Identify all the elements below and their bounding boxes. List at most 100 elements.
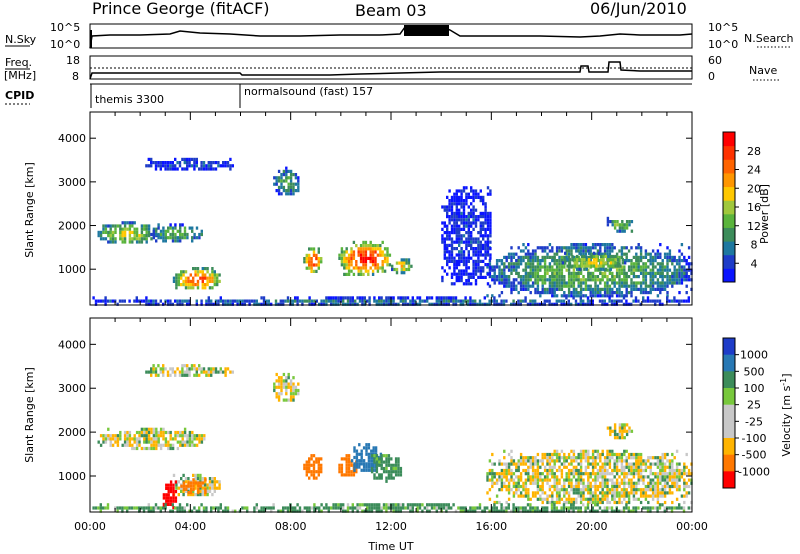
colorbar-swatch <box>723 254 735 269</box>
data-cell <box>196 286 200 290</box>
data-cell <box>199 276 202 280</box>
data-cell <box>387 302 390 306</box>
data-cell <box>651 484 655 489</box>
data-cell <box>206 489 209 493</box>
data-cell <box>522 275 525 279</box>
data-cell <box>342 506 345 510</box>
data-cell <box>584 509 587 513</box>
data-cell <box>488 275 492 279</box>
data-cell <box>138 299 141 303</box>
data-cell <box>637 281 640 285</box>
data-cell <box>517 265 520 269</box>
data-cell <box>600 254 603 259</box>
data-cell <box>207 373 210 377</box>
nsearch-label: N.Search <box>744 32 794 45</box>
data-cell <box>312 470 316 474</box>
data-cell <box>600 258 603 262</box>
data-cell <box>517 246 520 250</box>
data-cell <box>531 478 535 482</box>
data-cell <box>500 299 503 303</box>
data-cell <box>608 491 612 495</box>
data-cell <box>169 367 172 371</box>
freq-tick-top: 18 <box>66 54 80 67</box>
colorbar-frame <box>722 337 736 489</box>
data-cell <box>200 229 203 233</box>
data-cell <box>107 224 110 228</box>
data-cell <box>611 287 614 291</box>
data-cell <box>498 281 501 285</box>
data-cell <box>465 221 468 225</box>
data-cell <box>284 506 287 510</box>
data-cell <box>154 164 158 168</box>
data-cell <box>623 265 626 269</box>
data-cell <box>352 473 356 477</box>
data-cell <box>446 234 449 238</box>
data-cell <box>356 509 359 513</box>
data-cell <box>133 446 136 451</box>
data-cell <box>364 256 368 260</box>
data-cell <box>214 299 218 303</box>
data-cell <box>610 509 614 513</box>
data-cell <box>531 281 535 285</box>
data-cell <box>601 449 604 453</box>
data-cell <box>374 256 377 260</box>
data-cell <box>435 503 438 507</box>
data-cell <box>515 488 518 492</box>
data-cell <box>395 267 399 272</box>
data-cell <box>183 430 187 435</box>
data-cell <box>507 452 511 457</box>
data-cell <box>486 294 489 298</box>
data-cell <box>394 466 398 471</box>
data-cell <box>102 434 105 438</box>
data-cell <box>587 481 590 485</box>
data-cell <box>484 256 487 260</box>
data-cell <box>476 302 479 306</box>
data-cell <box>152 299 155 303</box>
data-cell <box>285 166 288 170</box>
data-cell <box>486 282 490 286</box>
data-cell <box>574 299 578 303</box>
data-cell <box>483 506 486 510</box>
x-tick-label: 08:00 <box>275 520 307 533</box>
data-cell <box>635 246 638 250</box>
data-cell <box>421 299 424 303</box>
data-cell <box>282 173 286 177</box>
data-cell <box>157 506 160 510</box>
data-cell <box>289 169 293 173</box>
data-cell <box>659 478 662 482</box>
data-cell <box>128 443 132 447</box>
data-cell <box>608 271 612 275</box>
data-cell <box>411 503 414 507</box>
data-cell <box>465 218 468 222</box>
data-cell <box>606 220 610 224</box>
data-cell <box>265 302 268 306</box>
data-cell <box>548 488 552 492</box>
data-cell <box>589 302 592 306</box>
data-cell <box>354 506 357 510</box>
data-cell <box>661 262 664 266</box>
data-cell <box>625 465 628 469</box>
data-cell <box>632 452 636 457</box>
data-cell <box>292 376 295 380</box>
data-cell <box>599 281 602 285</box>
y-tick-label: 1000 <box>58 470 86 483</box>
data-cell <box>519 506 522 510</box>
data-cell <box>491 468 494 473</box>
data-cell <box>639 472 643 476</box>
data-cell <box>306 299 309 303</box>
data-cell <box>529 503 532 507</box>
data-cell <box>488 497 492 501</box>
data-cell <box>678 484 681 489</box>
data-cell <box>472 237 475 241</box>
data-cell <box>685 299 688 303</box>
data-cell <box>486 224 490 228</box>
data-cell <box>416 302 419 306</box>
data-cell <box>367 256 370 260</box>
data-cell <box>231 370 234 374</box>
data-cell <box>551 500 554 505</box>
data-cell <box>579 500 583 505</box>
data-cell <box>484 227 487 231</box>
data-cell <box>611 488 614 492</box>
data-cell <box>608 291 612 295</box>
data-cell <box>637 452 640 457</box>
